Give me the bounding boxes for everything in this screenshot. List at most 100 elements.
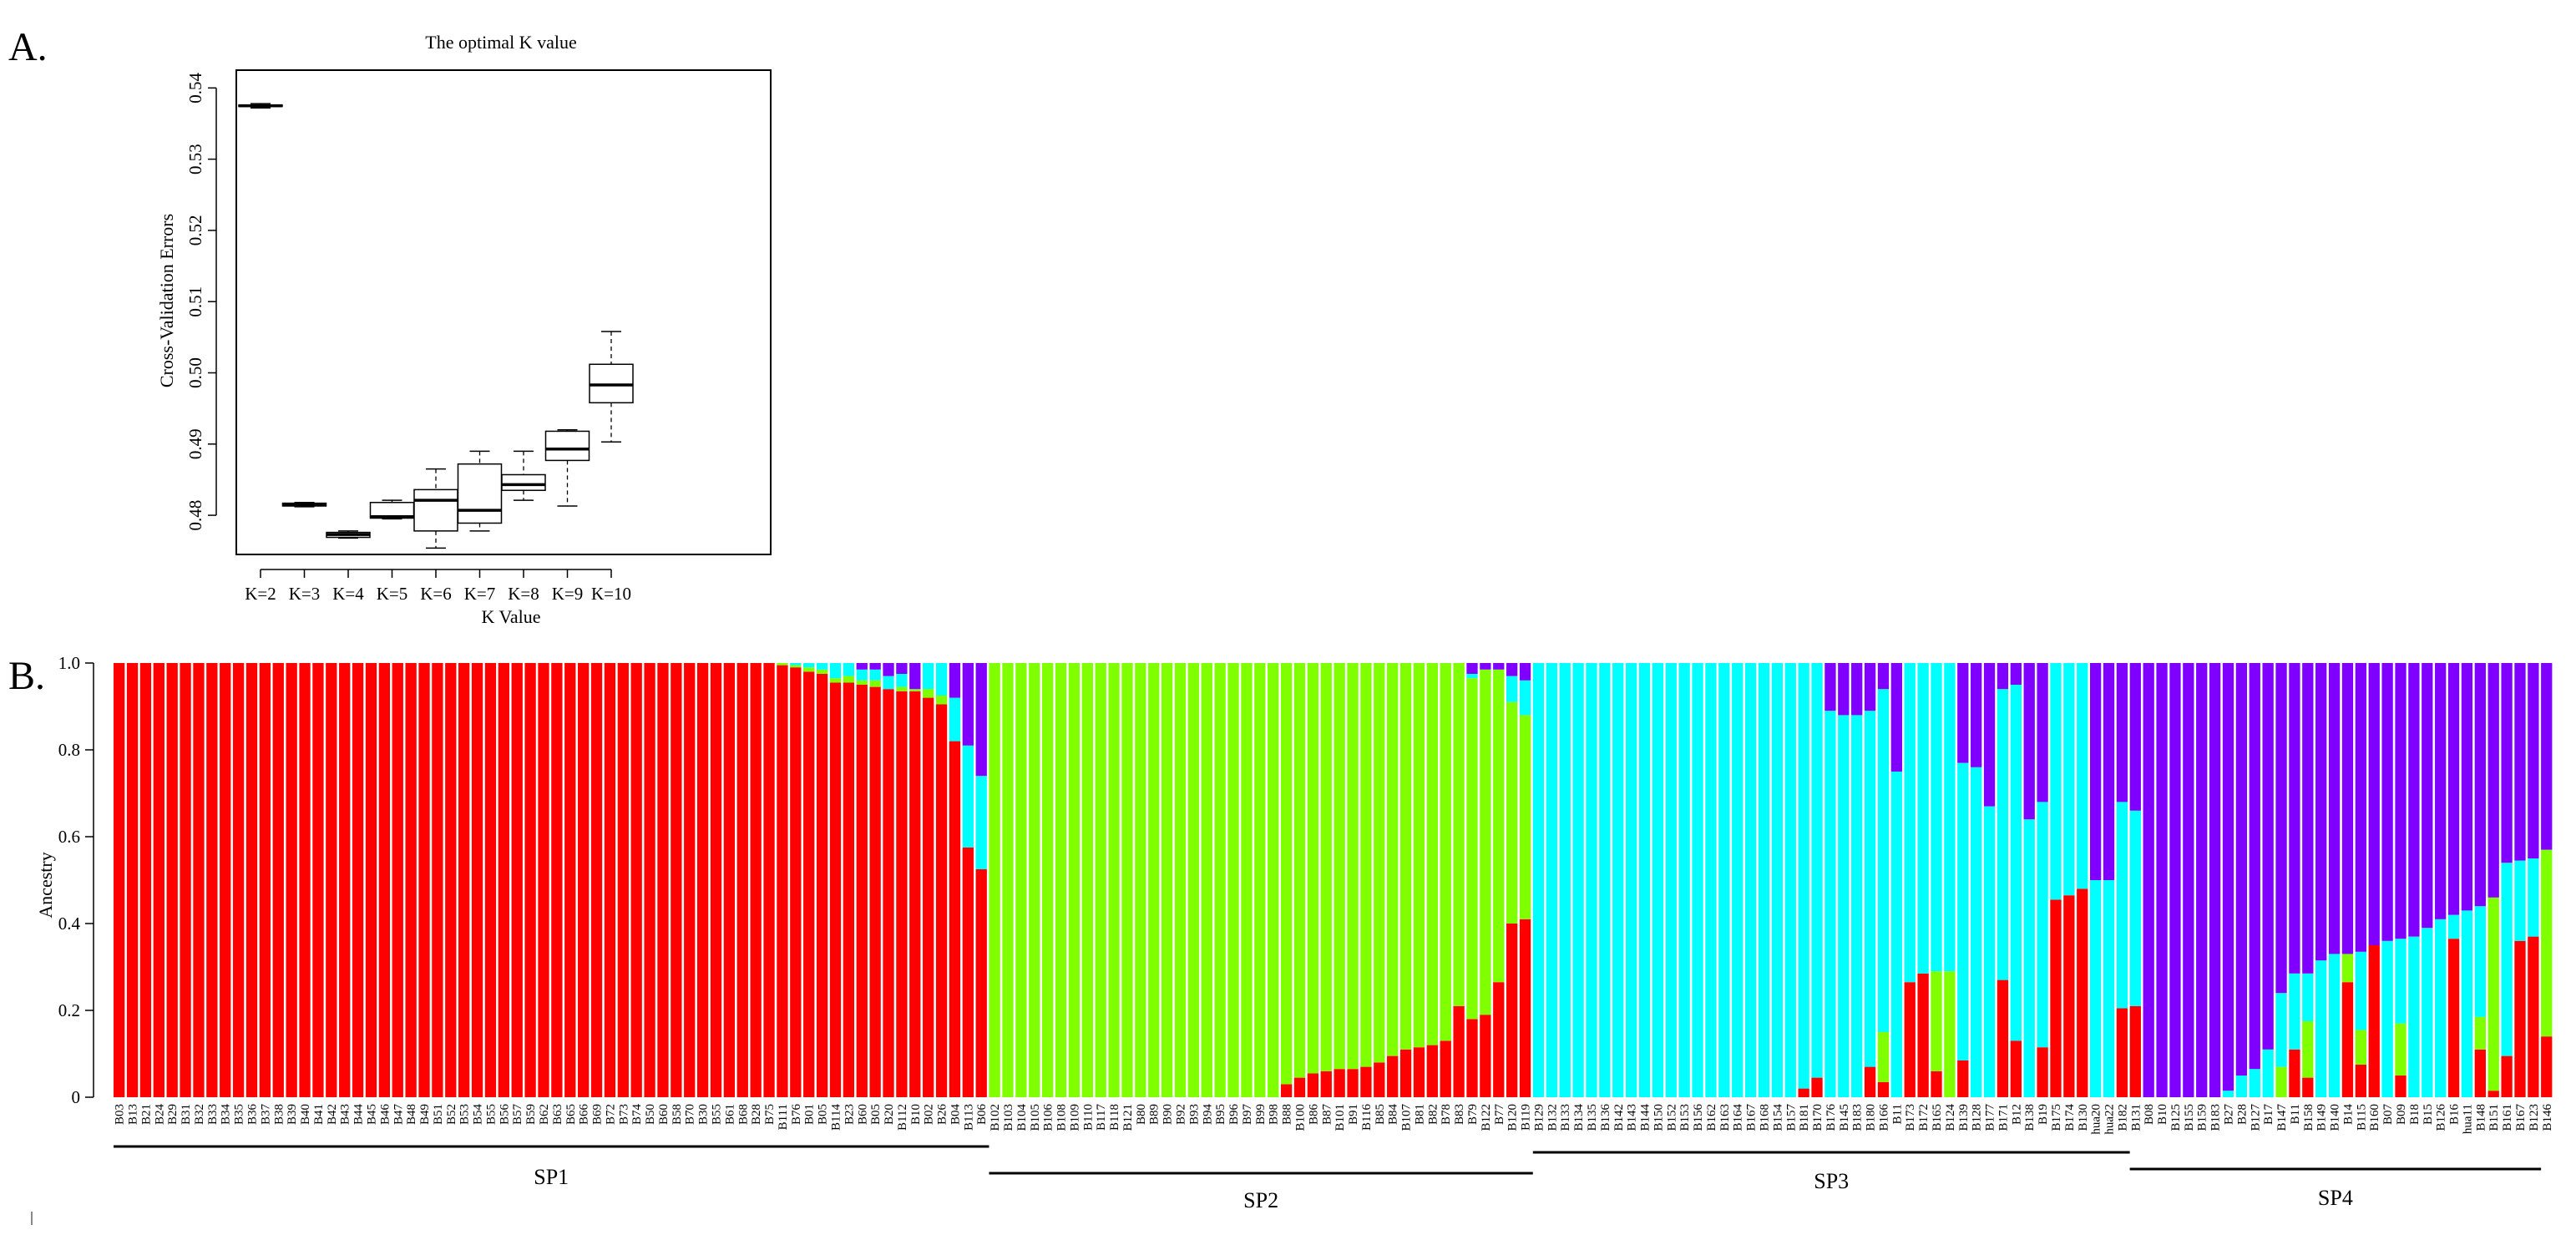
ancestry-bar-green [1453, 663, 1465, 1006]
ancestry-sample-label: B15 [2422, 1104, 2435, 1125]
ancestry-bar-red [1957, 1060, 1969, 1097]
ancestry-bar-green [909, 689, 921, 691]
ancestry-sample-label: B77 [1493, 1104, 1506, 1126]
ancestry-bar-red [352, 663, 364, 1097]
ancestry-sample-label: B96 [1227, 1104, 1241, 1126]
ancestry-bar-cyan [1931, 663, 1942, 972]
ancestry-bar-purple [1838, 663, 1850, 716]
ancestry-sample-label: B117 [1095, 1104, 1108, 1131]
ancestry-bar-cyan [896, 674, 908, 687]
ancestry-bar-red [671, 663, 682, 1097]
ancestry-bar-cyan [2262, 1049, 2274, 1097]
ancestry-bar-green [816, 669, 828, 674]
boxplot-y-tick-label: 0.53 [185, 144, 205, 175]
ancestry-sample-label: B131 [2129, 1104, 2143, 1131]
ancestry-bar-red [2302, 1077, 2314, 1097]
ancestry-bar-green [1506, 701, 1518, 924]
ancestry-sample-label: B124 [1944, 1104, 1957, 1131]
boxplot-x-tick-label: K=9 [552, 584, 584, 604]
ancestry-bar-cyan [1652, 663, 1664, 1097]
ancestry-bar-green [1161, 663, 1173, 1097]
ancestry-sample-label: B57 [511, 1104, 524, 1126]
boxplot-x-tick-label: K=6 [420, 584, 452, 604]
ancestry-bar-green [1095, 663, 1106, 1097]
ancestry-bar-cyan [1771, 663, 1784, 1097]
ancestry-bar-cyan [856, 669, 868, 681]
ancestry-sample-label: B171 [1997, 1104, 2010, 1131]
ancestry-bar-red [1387, 1055, 1399, 1097]
ancestry-bar-cyan [962, 745, 974, 848]
ancestry-y-axis: 0 0.2 0.4 0.6 0.8 1.0 [58, 653, 94, 1107]
ancestry-sample-label: B164 [1732, 1104, 1745, 1131]
ancestry-bar-red [564, 663, 576, 1097]
ancestry-bar-cyan [949, 697, 961, 742]
ancestry-sample-label: B56 [498, 1104, 511, 1126]
ancestry-bar-red [1307, 1073, 1319, 1097]
ancestry-bar-purple [2196, 663, 2208, 1097]
ancestry-sample-label: B180 [1865, 1104, 1878, 1131]
ancestry-bar-green [869, 680, 881, 687]
ancestry-bar-purple [2447, 663, 2460, 915]
ancestry-bar-red [1931, 1071, 1942, 1097]
ancestry-bar-red [1917, 973, 1929, 1097]
ancestry-bar-red [1280, 1084, 1293, 1097]
ancestry-bar-purple [975, 663, 987, 777]
ancestry-bar-red [1877, 1081, 1890, 1097]
ancestry-bar-cyan [1599, 663, 1611, 1097]
ancestry-bar-green [1201, 663, 1212, 1097]
ancestry-bar-cyan [2435, 919, 2447, 1097]
ancestry-bar-purple [962, 663, 974, 746]
ancestry-bar-red [153, 663, 164, 1097]
boxplot-y-tick-label: 0.51 [185, 286, 205, 317]
ancestry-bar-purple [2422, 663, 2433, 929]
ancestry-bar-green [1135, 663, 1146, 1097]
ancestry-bar-green [2541, 849, 2553, 1037]
ancestry-bar-cyan [1971, 767, 1982, 1097]
ancestry-sample-label: B110 [1081, 1104, 1095, 1131]
ancestry-sample-label: B11 [2289, 1104, 2302, 1124]
ancestry-sample-label: B79 [1466, 1104, 1480, 1125]
ancestry-bar-green [1108, 663, 1120, 1097]
ancestry-sample-label: B32 [193, 1104, 206, 1125]
ancestry-sample-label: B147 [2275, 1104, 2289, 1131]
ancestry-bar-red [1453, 1005, 1465, 1097]
ancestry-bar-cyan [1744, 663, 1757, 1097]
ancestry-bar-purple [2037, 663, 2048, 802]
ancestry-sample-label: B97 [1241, 1104, 1254, 1126]
ancestry-bar-purple [2129, 663, 2141, 811]
ancestry-bar-red [232, 663, 245, 1097]
ancestry-bar-purple [1851, 663, 1863, 716]
ancestry-bar-cyan [2395, 939, 2406, 1024]
ancestry-sample-label: B159 [2196, 1104, 2209, 1131]
ancestry-bar-cyan [1638, 663, 1651, 1097]
ancestry-bar-red [1811, 1077, 1823, 1097]
ancestry-bar-red [657, 663, 669, 1097]
ancestry-sample-label: B16 [2448, 1104, 2462, 1126]
ancestry-bar-red [511, 663, 523, 1097]
ancestry-sample-label: B98 [1268, 1104, 1281, 1125]
ancestry-sample-label: B62 [538, 1104, 551, 1125]
ancestry-sample-label: B155 [2183, 1104, 2196, 1131]
ancestry-bar-purple [2487, 663, 2499, 898]
ancestry-bar-purple [2514, 663, 2526, 861]
ancestry-bar-cyan [1705, 663, 1717, 1097]
ancestry-sample-label: B157 [1784, 1104, 1798, 1131]
ancestry-sample-label: B143 [1626, 1104, 1639, 1131]
ancestry-sample-label: B108 [1055, 1104, 1069, 1131]
ancestry-bar-green [1068, 663, 1081, 1097]
ancestry-sample-label: B135 [1586, 1104, 1599, 1131]
box-iqr [457, 463, 503, 524]
ancestry-bar-cyan [1546, 663, 1557, 1097]
ancestry-bar-purple [2209, 663, 2221, 1097]
ancestry-bar-green [1374, 663, 1385, 1063]
ancestry-sample-label: B144 [1639, 1104, 1652, 1131]
ancestry-bar-cyan [2302, 973, 2314, 1021]
ancestry-bar-green [1440, 663, 1451, 1041]
ancestry-bar-red [1334, 1069, 1345, 1097]
ancestry-bar-red [2077, 888, 2088, 1097]
ancestry-bar-cyan [2116, 802, 2128, 1009]
ancestry-bar-red [1399, 1049, 1412, 1097]
ancestry-bar-cyan [2315, 960, 2327, 1097]
ancestry-bar-purple [2116, 663, 2128, 802]
ancestry-bar-cyan [2328, 954, 2341, 1097]
